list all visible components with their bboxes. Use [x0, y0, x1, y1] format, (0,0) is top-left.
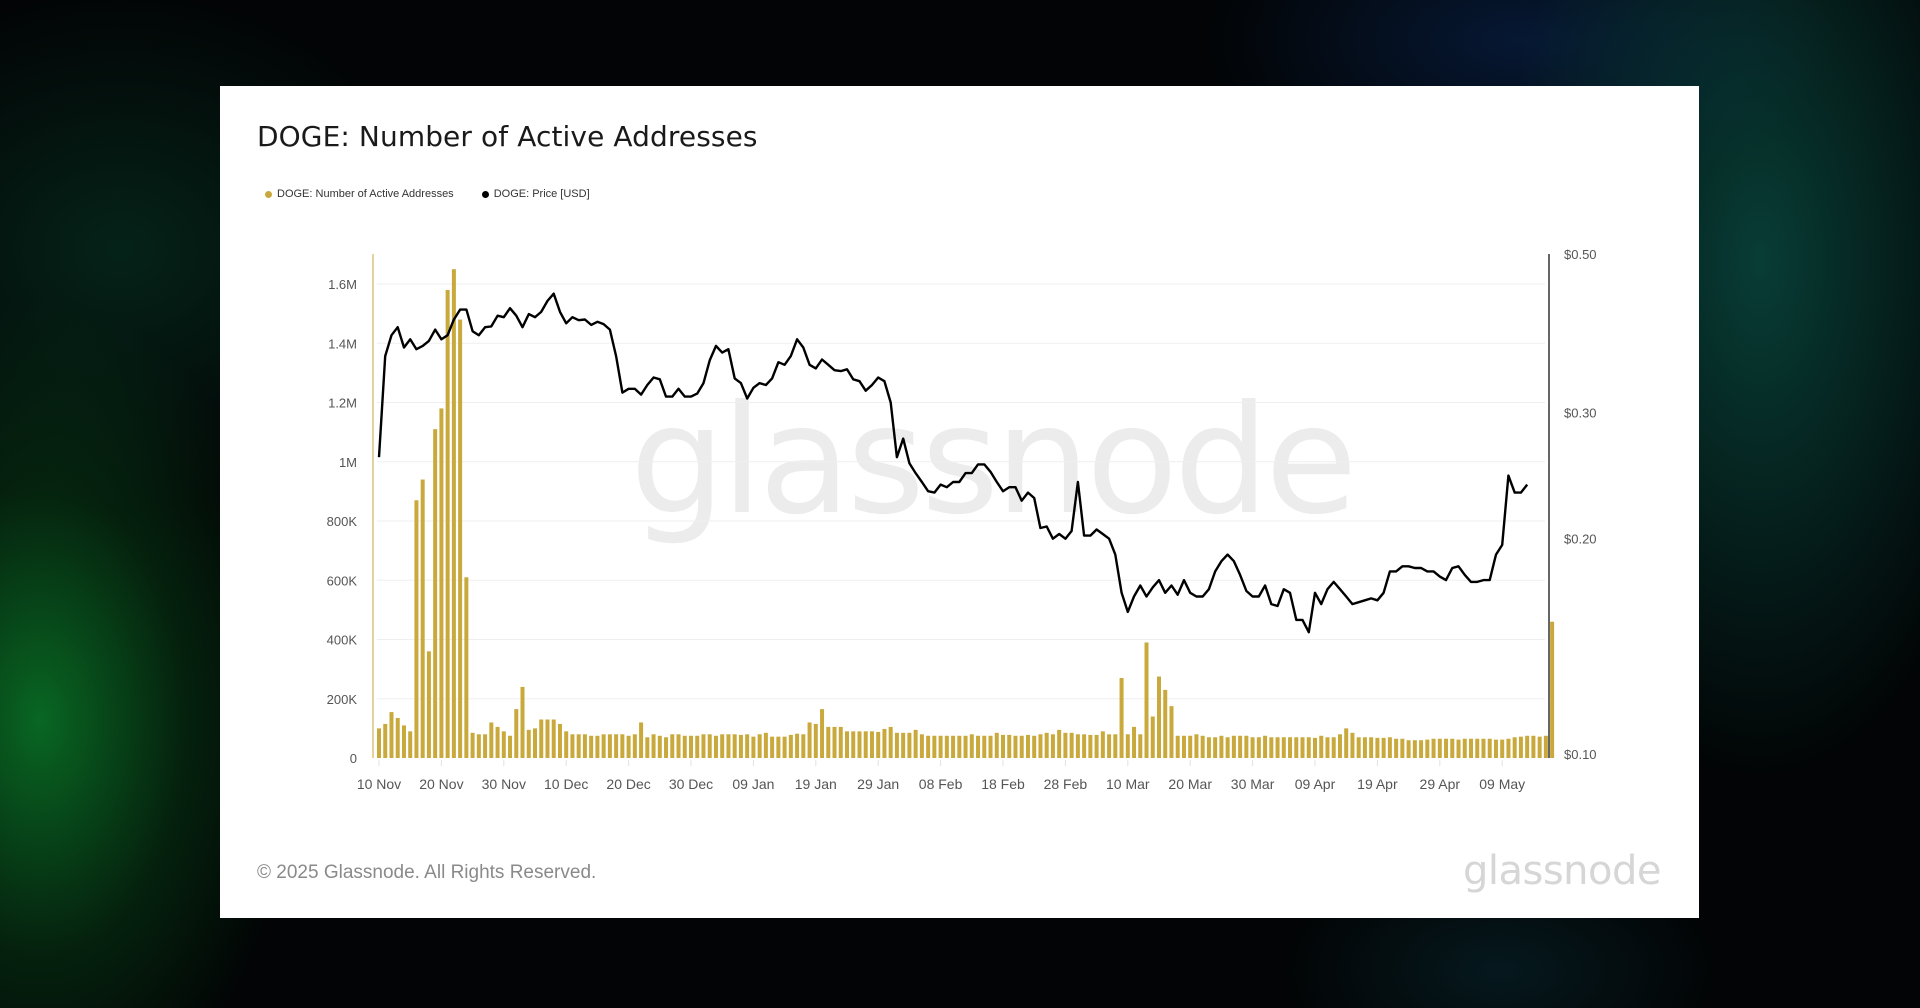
x-axis-tick-label: 30 Nov	[482, 776, 526, 792]
x-axis-tick-label: 19 Jan	[795, 776, 837, 792]
legend-item-price[interactable]: DOGE: Price [USD]	[481, 188, 590, 200]
left-axis-tick-label: 800K	[327, 514, 358, 529]
left-axis-tick-label: 400K	[327, 633, 358, 648]
x-axis-tick-label: 30 Mar	[1231, 776, 1275, 792]
left-axis-tick-label: 1.4M	[328, 336, 357, 351]
x-axis-tick-label: 20 Nov	[419, 776, 463, 792]
x-axis-tick-label: 20 Mar	[1168, 776, 1212, 792]
legend-item-active-addresses[interactable]: DOGE: Number of Active Addresses	[265, 188, 454, 200]
right-axis-tick-label: $0.10	[1564, 747, 1597, 762]
x-axis-tick-label: 30 Dec	[669, 776, 713, 792]
x-axis-tick-label: 29 Apr	[1420, 776, 1461, 792]
x-axis-tick-label: 20 Dec	[606, 776, 650, 792]
x-axis-tick-label: 10 Mar	[1106, 776, 1150, 792]
right-axis-tick-label: $0.30	[1564, 406, 1597, 421]
right-axis-tick-label: $0.50	[1564, 247, 1597, 262]
x-axis-tick-label: 10 Nov	[357, 776, 401, 792]
right-axis-tick-label: $0.20	[1564, 532, 1597, 547]
gridlines	[377, 283, 1545, 700]
left-axis-tick-label: 200K	[327, 692, 358, 707]
left-axis-tick-label: 1.2M	[328, 396, 357, 411]
bar-series-active-addresses	[377, 269, 1555, 758]
x-axis-tick-label: 09 Jan	[732, 776, 774, 792]
x-axis-tick-label: 19 Apr	[1357, 776, 1398, 792]
left-axis-tick-label: 0	[350, 751, 357, 766]
legend-label-active-addresses: DOGE: Number of Active Addresses	[277, 188, 454, 200]
line-series-price	[377, 292, 1529, 634]
chart-legend: DOGE: Number of Active Addresses DOGE: P…	[265, 188, 590, 200]
left-axis-tick-label: 1.6M	[328, 277, 357, 292]
chart-title: DOGE: Number of Active Addresses	[257, 120, 758, 153]
x-axis-tick-label: 29 Jan	[857, 776, 899, 792]
glassnode-logo: glassnode	[1462, 848, 1662, 894]
x-axis-tick-label: 08 Feb	[919, 776, 963, 792]
legend-dot-gold-icon	[265, 190, 272, 198]
x-axis-tick-label: 09 May	[1479, 776, 1525, 792]
x-axis-tick-label: 09 Apr	[1295, 776, 1336, 792]
left-axis-tick-label: 600K	[327, 573, 358, 588]
chart-plot[interactable]: glassnode 0 200K 400K 600K 800K 1M 1.2M 1.4M 1.6…	[220, 86, 1699, 918]
left-axis-labels: 0 200K 400K 600K 800K 1M 1.2M 1.4M 1.6M	[327, 277, 358, 766]
left-axis-tick-label: 1M	[339, 455, 357, 470]
copyright-footer: © 2025 Glassnode. All Rights Reserved.	[257, 862, 597, 883]
right-axis-labels: $0.10 $0.20 $0.30 $0.50	[1564, 247, 1597, 762]
legend-dot-black-icon	[481, 190, 489, 198]
x-axis-labels: 10 Nov 20 Nov 30 Nov 10 Dec 20 Dec 30 Dec 09 J…	[357, 760, 1525, 792]
legend-label-price: DOGE: Price [USD]	[493, 188, 590, 200]
x-axis-tick-label: 28 Feb	[1044, 776, 1088, 792]
x-axis-tick-label: 10 Dec	[544, 776, 588, 792]
watermark-text: glassnode	[630, 374, 1353, 548]
x-axis-tick-label: 18 Feb	[981, 776, 1025, 792]
chart-card: DOGE: Number of Active Addresses DOGE: N…	[220, 86, 1699, 918]
